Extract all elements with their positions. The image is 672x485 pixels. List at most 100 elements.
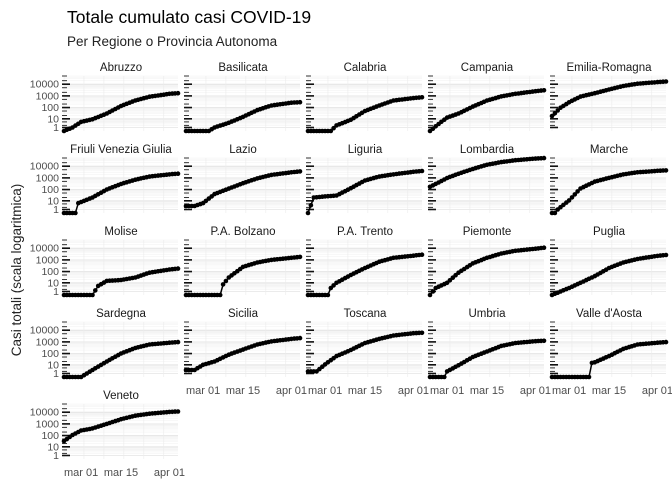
y-axis-title: Casi totali (scala logaritmica)	[9, 184, 24, 357]
data-point	[297, 254, 303, 260]
y-tick-label: 10000	[30, 407, 59, 419]
x-tick-label: apr 01	[276, 385, 307, 397]
data-point	[297, 99, 303, 105]
facet-label: Sardegna	[96, 308, 146, 320]
data-point	[566, 198, 572, 203]
data-point	[549, 113, 555, 119]
data-point	[586, 374, 592, 380]
y-tick-label: 1	[53, 122, 59, 134]
chart-title: Totale cumulato casi COVID-19	[67, 7, 311, 27]
facet-label: Molise	[104, 226, 137, 238]
data-point	[175, 409, 181, 414]
facet-panel: Campania	[427, 62, 547, 134]
data-point	[552, 111, 558, 116]
facet-label: Emilia-Romagna	[566, 62, 652, 74]
facet-label: Liguria	[348, 144, 383, 156]
y-tick-label: 100	[41, 102, 59, 114]
facet-label: Lazio	[229, 144, 257, 156]
facet-label: Basilicata	[218, 62, 268, 74]
x-tick-label: apr 01	[154, 467, 185, 479]
y-tick-label: 10	[47, 195, 59, 207]
data-point	[297, 169, 303, 174]
chart-subtitle: Per Regione o Provincia Autonoma	[67, 34, 278, 49]
facet-label: Valle d'Aosta	[576, 308, 643, 320]
data-point	[541, 155, 547, 161]
data-point	[663, 339, 669, 345]
data-point	[430, 289, 436, 294]
facet-panel: Lombardia	[427, 144, 547, 213]
y-tick-label: 1000	[36, 418, 60, 430]
facet-panel: Lazio	[183, 144, 303, 213]
data-point	[93, 288, 98, 293]
facet-label: Calabria	[344, 62, 387, 74]
y-tick-label: 10	[47, 277, 59, 289]
y-tick-label: 1000	[36, 336, 60, 348]
series-line	[308, 96, 423, 132]
y-tick-label: 1	[53, 204, 59, 216]
data-point	[541, 338, 547, 344]
data-point	[305, 210, 311, 216]
data-point	[217, 292, 223, 298]
data-point	[569, 195, 575, 200]
data-point	[541, 88, 547, 93]
data-point	[419, 330, 425, 336]
y-tick-label: 100	[41, 348, 59, 360]
data-point	[308, 203, 314, 208]
facet-panel: Marche	[549, 144, 669, 216]
facet-label: Umbria	[468, 308, 506, 320]
y-tick-label: 1000	[36, 172, 60, 184]
facet-label: Friuli Venezia Giulia	[70, 144, 172, 156]
facet-label: P.A. Trento	[337, 226, 393, 238]
facet-label: Campania	[461, 62, 514, 74]
data-point	[297, 335, 303, 341]
facet-panel: Liguria	[305, 144, 425, 216]
data-point	[419, 252, 425, 257]
data-point	[663, 168, 669, 173]
y-tick-label: 1000	[36, 254, 60, 266]
facet-label: Marche	[590, 144, 628, 156]
facet-panel: Sicilia mar 01 mar 15 apr 01	[183, 308, 307, 397]
x-tick-label: mar 01	[430, 385, 464, 397]
x-tick-label: mar 15	[104, 467, 138, 479]
y-tick-label: 10	[47, 441, 59, 453]
facet-panel: Calabria	[305, 62, 425, 134]
data-point	[663, 79, 669, 84]
facet-panel: Basilicata	[183, 62, 303, 134]
x-tick-label: mar 15	[592, 385, 626, 397]
data-point	[175, 171, 181, 176]
facet-panel: P.A. Bolzano	[183, 226, 303, 298]
x-tick-label: mar 15	[348, 385, 382, 397]
data-point	[223, 278, 229, 284]
data-point	[663, 252, 669, 258]
facet-label: Abruzzo	[100, 62, 142, 74]
y-tick-label: 1000	[36, 90, 60, 102]
data-point	[572, 192, 578, 197]
data-point	[442, 374, 447, 380]
data-point	[575, 189, 580, 194]
facet-panel: Toscana mar 01 mar 15 apr 01	[305, 308, 429, 397]
x-tick-label: mar 01	[64, 467, 98, 479]
x-tick-label: mar 01	[308, 385, 342, 397]
facet-label: Lombardia	[460, 144, 515, 156]
y-tick-label: 10000	[30, 79, 59, 91]
data-point	[175, 266, 181, 271]
x-tick-label: mar 15	[226, 385, 260, 397]
y-tick-label: 10	[47, 113, 59, 125]
data-point	[175, 339, 181, 345]
data-point	[555, 108, 560, 113]
facet-label: Puglia	[593, 226, 626, 238]
facet-label: Sicilia	[228, 308, 259, 320]
y-tick-label: 100	[41, 430, 59, 442]
x-tick-label: apr 01	[398, 385, 429, 397]
data-point	[419, 95, 425, 100]
data-point	[427, 292, 433, 298]
facet-panel: Puglia	[549, 226, 669, 298]
facet-panel: Emilia-Romagna	[549, 62, 669, 131]
